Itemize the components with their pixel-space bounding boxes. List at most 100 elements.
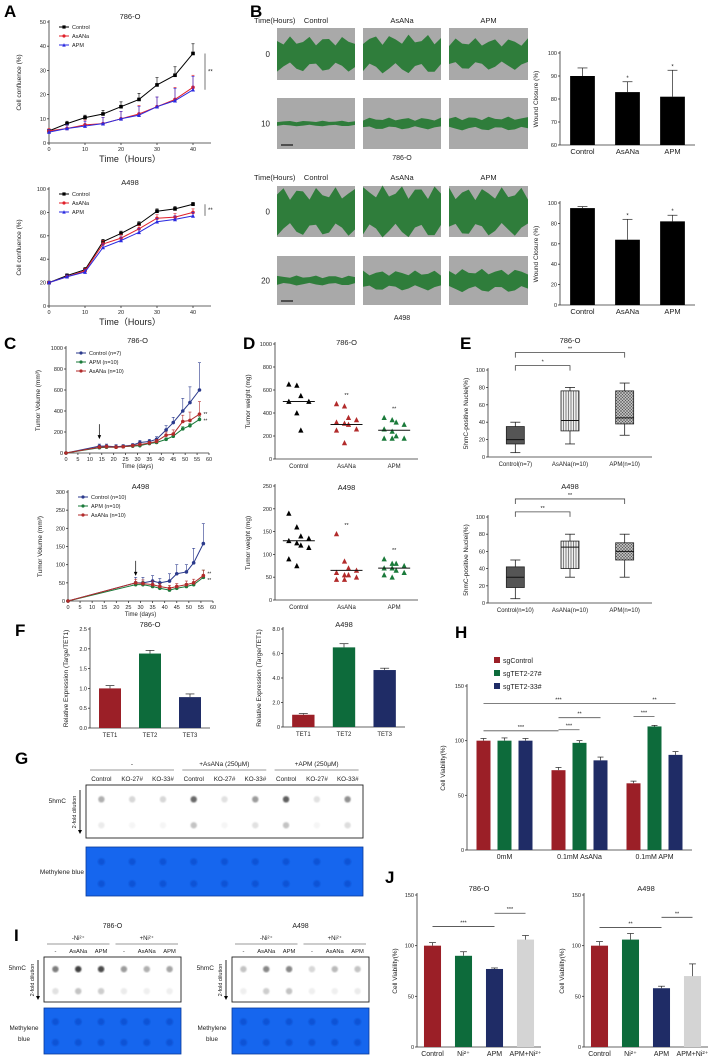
x-axis-label: Time (days): [125, 612, 156, 618]
data-point: [47, 129, 51, 134]
category-label: Control: [570, 147, 595, 156]
y-tick-label: 60: [40, 234, 46, 240]
dot-signal: [166, 988, 173, 995]
data-point: [381, 414, 387, 420]
y-tick-label: 40: [551, 262, 557, 268]
x-tick-label: 20: [113, 605, 119, 611]
y-tick-label: 70: [551, 120, 557, 126]
column-label: KO-33#: [245, 776, 267, 783]
bar: [621, 939, 640, 1047]
data-point: [79, 369, 83, 373]
group-label: -Ni²⁺: [72, 935, 85, 942]
panel-label-g: G: [15, 749, 28, 768]
significance-label: **: [652, 697, 657, 703]
y-tick-label: 1.5: [79, 667, 87, 673]
data-point: [401, 421, 407, 427]
data-point: [173, 73, 177, 78]
y-axis-label: 5hmC-positive Nuclei(%): [463, 378, 470, 450]
column-label: -: [242, 949, 244, 955]
data-point: [164, 437, 168, 442]
y-tick-label: 100: [476, 515, 485, 521]
category-label: APM+Ni²⁺: [677, 1051, 709, 1058]
wound-column-label: Control: [304, 16, 329, 25]
category-label: Control: [421, 1051, 444, 1058]
data-point: [114, 445, 118, 450]
bar: [570, 208, 595, 305]
data-point: [130, 443, 135, 448]
bar: [476, 740, 491, 850]
category-label: Control(n=10): [497, 608, 534, 614]
x-tick-label: 10: [89, 605, 95, 611]
methylene-dot: [354, 1018, 362, 1026]
y-axis-label: Cell Viability(%): [440, 745, 447, 790]
x-tick-label: 20: [118, 310, 124, 316]
data-point: [188, 423, 192, 428]
data-point: [101, 112, 105, 116]
x-tick-label: 20: [111, 457, 117, 463]
dot-signal: [354, 965, 361, 973]
y-tick-label: 100: [548, 201, 557, 207]
data-point: [393, 433, 399, 439]
methylene-dot: [262, 1039, 270, 1046]
significance-label: *: [542, 360, 545, 366]
methylene-dot: [143, 1018, 151, 1026]
category-label: APM: [388, 464, 401, 470]
wound-area: [277, 275, 355, 286]
x-tick-label: 35: [150, 605, 156, 611]
panel-label-h: H: [455, 623, 467, 642]
column-label: AsANa: [326, 949, 345, 955]
dilution-label: 2-fold dilution: [218, 964, 224, 997]
arrow-head-icon: [133, 571, 138, 576]
column-label: -: [123, 949, 125, 955]
y-tick-label: 80: [40, 210, 46, 216]
wound-area: [277, 36, 355, 72]
box: [560, 390, 580, 432]
wound-cell-line-label: A498: [394, 315, 410, 322]
y-tick-label: 100: [572, 944, 581, 950]
column-label: AsANa: [257, 949, 276, 955]
y-axis-label: Wound Closure (%): [533, 226, 540, 283]
x-tick-label: 10: [82, 147, 88, 153]
legend-label: Control (n=7): [89, 351, 121, 357]
y-tick-label: 0: [578, 1045, 581, 1051]
data-point: [294, 410, 300, 416]
data-point: [286, 381, 292, 387]
methylene-dot: [221, 858, 228, 866]
y-tick-label: 400: [263, 411, 272, 417]
data-point: [401, 435, 407, 441]
data-point: [333, 569, 340, 576]
bar: [615, 92, 640, 145]
y-tick-label: 600: [54, 388, 63, 394]
series-line-apm: [48, 89, 194, 133]
bar: [626, 783, 641, 850]
y-tick-label: 30: [40, 68, 46, 74]
data-point: [173, 98, 177, 103]
methylene-dot: [251, 858, 259, 866]
y-tick-label: 0.5: [79, 706, 87, 712]
methylene-dot: [221, 880, 228, 888]
data-point: [137, 97, 141, 102]
y-tick-label: 20: [479, 438, 485, 444]
y-tick-label: 600: [263, 388, 272, 394]
panel-label-c: C: [4, 334, 16, 353]
bar: [485, 968, 504, 1047]
bar: [518, 740, 533, 850]
data-point: [101, 121, 105, 126]
y-tick-label: 0: [62, 599, 65, 605]
methylene-dot: [239, 1039, 247, 1046]
dot-signal: [128, 822, 136, 829]
wound-area: [277, 187, 355, 236]
category-label: AsANa(n=10): [552, 608, 588, 614]
x-tick-label: 50: [182, 457, 188, 463]
x-tick-label: 5: [79, 605, 82, 611]
y-tick-label: 150: [572, 893, 581, 899]
methylene-dot: [143, 1039, 151, 1046]
data-point: [79, 360, 83, 364]
chart-title: 786-O: [127, 336, 148, 345]
data-point: [345, 565, 352, 571]
significance-label: ***: [641, 711, 648, 717]
data-point: [353, 574, 360, 580]
y-axis-label: Cell Viability(%): [392, 948, 399, 993]
significance-label: **: [208, 70, 213, 76]
y-axis-label: Cell confluence (%): [16, 54, 23, 110]
